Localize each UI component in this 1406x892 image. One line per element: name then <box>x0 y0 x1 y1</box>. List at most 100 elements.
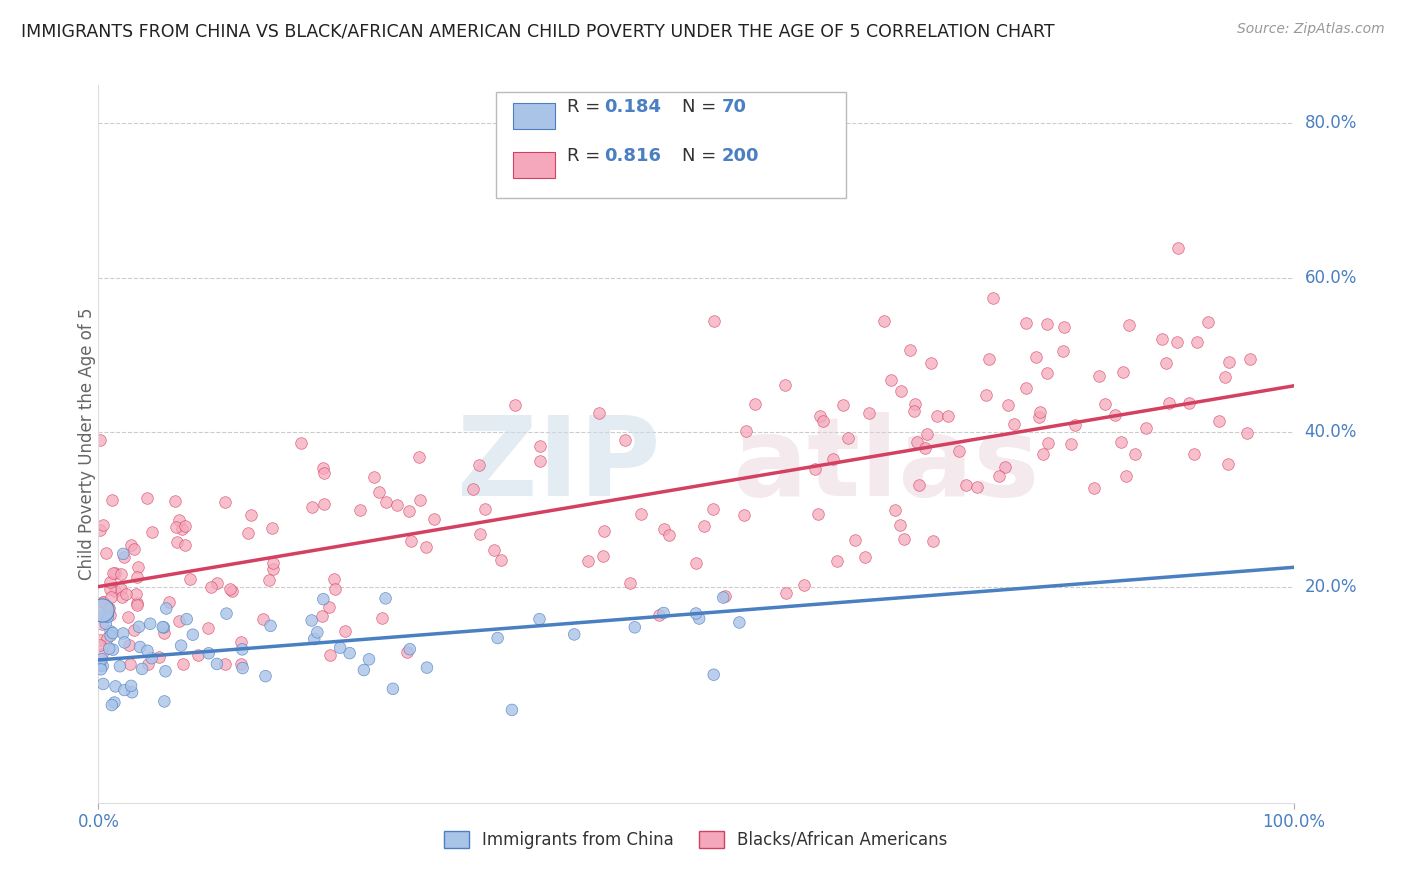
Point <box>825 554 848 568</box>
Point <box>301 500 323 514</box>
Point <box>122 623 145 637</box>
Point <box>218 582 240 596</box>
Point <box>179 572 201 586</box>
Point <box>1111 435 1133 450</box>
Point <box>904 397 927 411</box>
Point <box>236 526 259 541</box>
Point <box>125 587 148 601</box>
Text: 20.0%: 20.0% <box>1305 578 1357 596</box>
Point <box>136 657 159 671</box>
Point <box>872 313 894 327</box>
Point <box>1028 410 1050 425</box>
Point <box>200 580 222 594</box>
Point <box>90 662 112 676</box>
Point <box>96 631 118 645</box>
Point <box>259 619 281 633</box>
Point <box>981 291 1004 305</box>
Point <box>205 657 228 671</box>
Point <box>399 534 422 549</box>
Point <box>101 626 124 640</box>
Point <box>987 469 1010 483</box>
Point <box>318 600 340 615</box>
Point <box>174 519 197 533</box>
Point <box>375 495 398 509</box>
Point <box>398 642 420 657</box>
Point <box>100 624 122 639</box>
Point <box>893 532 915 546</box>
Point <box>153 620 176 634</box>
Point <box>215 607 238 621</box>
Point <box>353 663 375 677</box>
Text: 60.0%: 60.0% <box>1305 268 1357 286</box>
Point <box>623 620 645 634</box>
Point <box>994 460 1017 475</box>
Point <box>98 582 121 596</box>
Point <box>1032 447 1054 461</box>
Point <box>914 441 936 455</box>
Text: 80.0%: 80.0% <box>1305 114 1357 132</box>
Point <box>91 616 114 631</box>
Point <box>652 522 675 536</box>
Point <box>1002 417 1025 431</box>
Point <box>118 638 141 652</box>
Point <box>1088 369 1111 384</box>
Point <box>898 343 921 357</box>
Point <box>775 377 797 392</box>
Point <box>131 662 153 676</box>
Point <box>167 513 190 527</box>
Point <box>808 409 831 423</box>
Point <box>260 521 283 535</box>
Text: 200: 200 <box>721 147 759 165</box>
Point <box>501 703 523 717</box>
Point <box>186 648 208 663</box>
Point <box>489 553 512 567</box>
Point <box>153 694 176 708</box>
Point <box>240 508 263 523</box>
Point <box>979 352 1001 367</box>
Point <box>112 549 135 564</box>
Point <box>648 607 671 622</box>
Point <box>368 485 391 500</box>
Point <box>1104 409 1126 423</box>
Point <box>484 542 506 557</box>
Point <box>1083 481 1105 495</box>
Point <box>127 560 149 574</box>
Point <box>997 398 1019 412</box>
Point <box>136 644 159 658</box>
Point <box>98 601 121 615</box>
Point <box>214 495 236 509</box>
Point <box>112 626 135 640</box>
Point <box>855 549 877 564</box>
Point <box>100 591 122 605</box>
Point <box>1216 457 1239 471</box>
Point <box>89 638 111 652</box>
Point <box>733 508 755 522</box>
Point <box>529 454 551 468</box>
Point <box>920 356 942 370</box>
Point <box>936 409 959 424</box>
Text: Source: ZipAtlas.com: Source: ZipAtlas.com <box>1237 22 1385 37</box>
Point <box>319 648 342 662</box>
Point <box>122 541 145 556</box>
Point <box>104 566 127 581</box>
Point <box>170 639 193 653</box>
Point <box>1166 335 1188 350</box>
Point <box>98 575 121 590</box>
Point <box>254 669 277 683</box>
Point <box>90 652 112 666</box>
Point <box>880 373 903 387</box>
Point <box>101 698 124 712</box>
Point <box>371 611 394 625</box>
Point <box>136 491 159 506</box>
Point <box>588 406 610 420</box>
Point <box>948 444 970 458</box>
Point <box>114 635 136 649</box>
Point <box>290 435 312 450</box>
Point <box>111 590 134 604</box>
Point <box>91 594 114 608</box>
Point <box>1154 356 1177 370</box>
Point <box>1036 366 1059 380</box>
Point <box>108 659 131 673</box>
Point <box>125 596 148 610</box>
Point <box>232 661 254 675</box>
